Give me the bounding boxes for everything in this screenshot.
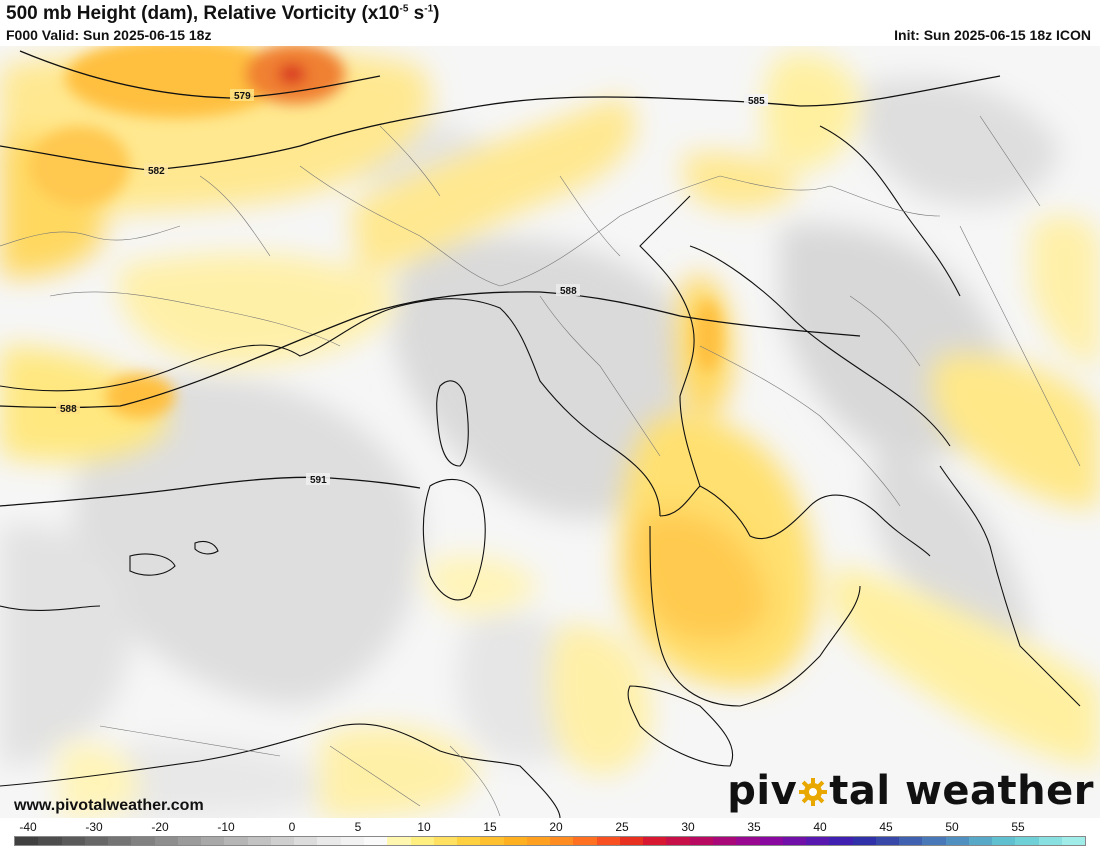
colorbar-swatches	[14, 836, 1086, 846]
colorbar-swatch	[433, 837, 458, 845]
site-url: www.pivotalweather.com	[14, 797, 204, 814]
colorbar-swatch	[410, 837, 434, 845]
colorbar-tick: -30	[85, 820, 103, 834]
colorbar-tick: 55	[1011, 820, 1025, 834]
colorbar-swatch	[247, 837, 271, 845]
colorbar-tick: 0	[288, 820, 296, 834]
colorbar-swatch	[61, 837, 85, 845]
colorbar-swatch	[666, 837, 690, 845]
gear-icon	[799, 778, 828, 806]
colorbar-swatch	[782, 837, 807, 845]
colorbar-swatch	[899, 837, 923, 845]
colorbar-swatch	[573, 837, 597, 845]
colorbar-swatch	[806, 837, 830, 845]
colorbar-swatch	[550, 837, 574, 845]
colorbar-swatch	[852, 837, 876, 845]
colorbar-swatch	[526, 837, 551, 845]
colorbar-swatch	[131, 837, 155, 845]
colorbar-swatch	[270, 837, 295, 845]
colorbar-swatch	[154, 837, 178, 845]
colorbar-tick: -10	[217, 820, 235, 834]
colorbar-swatch	[224, 837, 248, 845]
colorbar-tick: 35	[747, 820, 761, 834]
colorbar-swatch	[922, 837, 946, 845]
colorbar-swatch	[457, 837, 481, 845]
weather-map[interactable]: 579 582 585 588 588 591	[0, 46, 1100, 818]
colorbar-swatch	[38, 837, 62, 845]
colorbar-swatch	[736, 837, 760, 845]
colorbar-swatch	[759, 837, 783, 845]
colorbar-tick: 40	[813, 820, 827, 834]
contour-label-588-east: 588	[560, 286, 577, 297]
vorticity-maximum	[30, 46, 722, 418]
colorbar-swatch	[108, 837, 132, 845]
colorbar-swatch	[689, 837, 713, 845]
pivotal-weather-logo: piv tal weather	[727, 768, 1094, 814]
contour-591	[0, 476, 421, 507]
colorbar-swatch	[317, 837, 341, 845]
colorbar-swatch	[294, 837, 318, 845]
colorbar: -40 -30 -20 -10 0 5 10 15 20 25 30 35 40 45 50 55	[0, 818, 1100, 850]
colorbar-swatch	[1015, 837, 1039, 845]
colorbar-swatch	[1038, 837, 1062, 845]
colorbar-swatch	[968, 837, 993, 845]
colorbar-tick: -40	[19, 820, 37, 834]
init-time: Init: Sun 2025-06-15 18z ICON	[894, 27, 1091, 43]
contour-labels: 579 582 585 588 588 591	[56, 89, 768, 486]
colorbar-tick: 15	[483, 820, 497, 834]
colorbar-swatch	[480, 837, 504, 845]
colorbar-swatch	[177, 837, 202, 845]
colorbar-tick-labels: -40 -30 -20 -10 0 5 10 15 20 25 30 35 40 45 50 55	[0, 820, 1100, 834]
map-title: 500 mb Height (dam), Relative Vorticity …	[6, 3, 440, 24]
contour-label-588-west: 588	[60, 404, 77, 415]
coastlines	[0, 125, 1081, 818]
colorbar-swatch	[1061, 837, 1086, 845]
colorbar-swatch	[201, 837, 225, 845]
map-header: 500 mb Height (dam), Relative Vorticity …	[0, 0, 1100, 46]
colorbar-swatch	[619, 837, 644, 845]
contour-label-585: 585	[748, 96, 765, 107]
colorbar-tick: 50	[945, 820, 959, 834]
colorbar-swatch	[992, 837, 1016, 845]
colorbar-swatch	[596, 837, 620, 845]
colorbar-swatch	[387, 837, 411, 845]
colorbar-swatch	[829, 837, 853, 845]
valid-time: F000 Valid: Sun 2025-06-15 18z	[6, 27, 212, 43]
colorbar-tick: -20	[151, 820, 169, 834]
colorbar-swatch	[643, 837, 667, 845]
colorbar-swatch	[945, 837, 969, 845]
colorbar-swatch	[503, 837, 527, 845]
colorbar-tick: 30	[681, 820, 695, 834]
colorbar-swatch	[84, 837, 109, 845]
colorbar-swatch	[15, 837, 39, 845]
contour-label-579: 579	[234, 91, 251, 102]
contour-label-582: 582	[148, 166, 165, 177]
colorbar-tick: 20	[549, 820, 563, 834]
admin-borders	[0, 115, 1081, 817]
colorbar-tick: 25	[615, 820, 629, 834]
colorbar-tick: 10	[417, 820, 431, 834]
colorbar-tick: 5	[354, 820, 362, 834]
colorbar-swatch	[340, 837, 364, 845]
contour-588	[0, 291, 861, 409]
colorbar-swatch	[712, 837, 737, 845]
colorbar-swatch	[875, 837, 900, 845]
colorbar-swatch	[363, 837, 388, 845]
colorbar-tick: 45	[879, 820, 893, 834]
contour-label-591: 591	[310, 475, 327, 486]
contour-579	[19, 50, 381, 99]
